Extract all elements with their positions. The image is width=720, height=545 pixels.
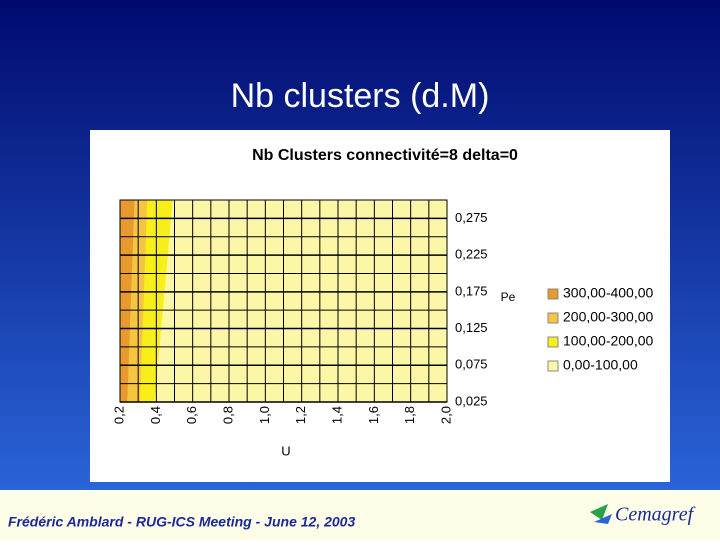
x-tick-label: 0,8 [220, 406, 235, 424]
x-tick-label: 0,6 [184, 406, 199, 424]
x-tick-label: 0,4 [148, 406, 163, 424]
logo-icon [594, 514, 612, 524]
x-axis-label: U [281, 443, 290, 458]
footer-text: Frédéric Amblard - RUG-ICS Meeting - Jun… [8, 514, 355, 530]
chart-title: Nb Clusters connectivité=8 delta=0 [252, 147, 518, 164]
y-tick-label: 0,175 [455, 283, 488, 298]
logo-text: Cemagref [615, 504, 696, 526]
legend-swatch [547, 336, 559, 348]
legend-label: 100,00-200,00 [563, 333, 654, 349]
legend-label: 200,00-300,00 [563, 309, 654, 325]
y-tick-label: 0,125 [455, 320, 488, 335]
x-tick-label: 1,4 [329, 406, 344, 424]
x-tick-label: 1,0 [257, 406, 272, 424]
y-tick-label: 0,275 [455, 210, 488, 225]
x-tick-label: 1,2 [293, 406, 308, 424]
legend-label: 0,00-100,00 [563, 357, 638, 373]
legend-swatch [547, 312, 559, 324]
y-tick-label: 0,075 [455, 357, 488, 372]
y-axis-label: Pe [501, 290, 516, 304]
contour-region [120, 200, 135, 402]
plot: 0,2 0,4 0,6 0,8 1,0 1,2 1,4 1,6 1,8 2,00,025 0,075… [111, 199, 654, 424]
y-tick-label: 0,025 [455, 393, 488, 408]
plot-frame [119, 199, 448, 403]
x-tick-label: 1,6 [366, 406, 381, 424]
legend-label: 300,00-400,00 [563, 285, 654, 301]
legend-swatch [547, 288, 559, 300]
logo-icon [590, 504, 608, 520]
x-tick-label: 1,8 [402, 406, 417, 424]
legend-swatch [547, 360, 559, 372]
x-tick-label: 0,2 [111, 406, 126, 424]
slide-title: Nb clusters (d.M) [231, 77, 490, 115]
y-tick-label: 0,225 [455, 247, 488, 262]
x-tick-label: 2,0 [438, 406, 453, 424]
